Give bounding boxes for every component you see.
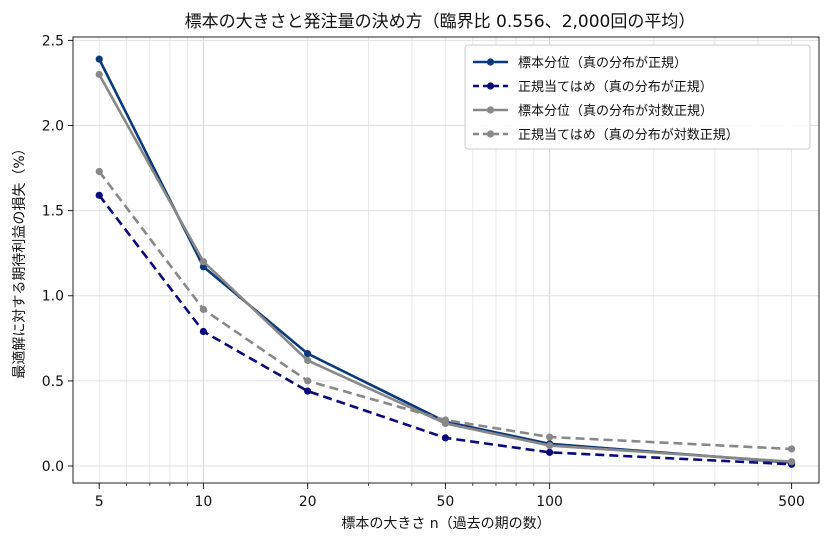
- series-2-point: [546, 448, 554, 456]
- series-3-point: [546, 441, 554, 450]
- y-axis-label: 最適解に対する期待利益の損失（%）: [11, 141, 28, 378]
- series-4-point: [787, 445, 796, 453]
- grid: [73, 37, 819, 483]
- series-2-point: [304, 387, 312, 395]
- x-tick-label: 500: [778, 494, 805, 510]
- legend-label-3: 標本分位（真の分布が対数正規）: [518, 104, 713, 119]
- legend-marker-3: [486, 106, 495, 114]
- y-tick-label: 0.0: [42, 459, 64, 475]
- axis-ticks: 0.0 0.5 1.0 1.5 2.0 2.5 5 10 20 50 100 500: [42, 33, 805, 510]
- series-1-point: [304, 350, 312, 358]
- series-2-point: [95, 191, 103, 199]
- y-tick-label: 2.0: [42, 119, 64, 135]
- series-3-point: [95, 70, 103, 79]
- series-4-point: [95, 167, 103, 176]
- series-line-2: [98, 194, 792, 466]
- legend-label-2: 正規当てはめ（真の分布が正規）: [518, 80, 713, 95]
- plot-frame: [72, 36, 820, 484]
- chart-title: 標本の大きさと発注量の決め方（臨界比 0.556、2,000回の平均）: [185, 12, 696, 32]
- legend-marker-1: [486, 58, 495, 66]
- series-line-4: [98, 170, 792, 451]
- legend-label-1: 標本分位（真の分布が正規）: [518, 56, 687, 71]
- legend: 標本分位（真の分布が正規） 正規当てはめ（真の分布が正規） 標本分位（真の分布が対数…: [464, 44, 811, 150]
- series-3-point: [304, 356, 312, 365]
- y-tick-label: 1.0: [42, 289, 64, 305]
- legend-label-4: 正規当てはめ（真の分布が対数正規）: [518, 128, 739, 143]
- series-4-point: [546, 433, 554, 441]
- x-tick-label: 100: [536, 494, 563, 510]
- y-tick-label: 0.5: [42, 374, 64, 390]
- series-line-3: [98, 73, 792, 464]
- legend-marker-4: [486, 130, 495, 138]
- y-tick-label: 2.5: [42, 33, 64, 49]
- x-tick-label: 50: [436, 494, 454, 510]
- x-tick-label: 20: [299, 494, 317, 510]
- series-4-point: [304, 377, 312, 385]
- series-3-point: [199, 258, 208, 266]
- series-1-point: [95, 55, 103, 63]
- y-tick-label: 1.5: [42, 204, 64, 220]
- x-axis-label: 標本の大きさ n（過去の期の数）: [341, 516, 550, 532]
- series-2-point: [441, 434, 450, 442]
- legend-box: [464, 44, 811, 150]
- series-4-point: [199, 305, 208, 313]
- x-tick-label: 10: [195, 494, 213, 510]
- series-4-point: [441, 416, 450, 424]
- x-tick-label: 5: [95, 494, 104, 510]
- series-3-point: [787, 458, 796, 466]
- legend-marker-2: [486, 82, 495, 90]
- series-group: [95, 55, 796, 468]
- series-2-point: [199, 327, 208, 336]
